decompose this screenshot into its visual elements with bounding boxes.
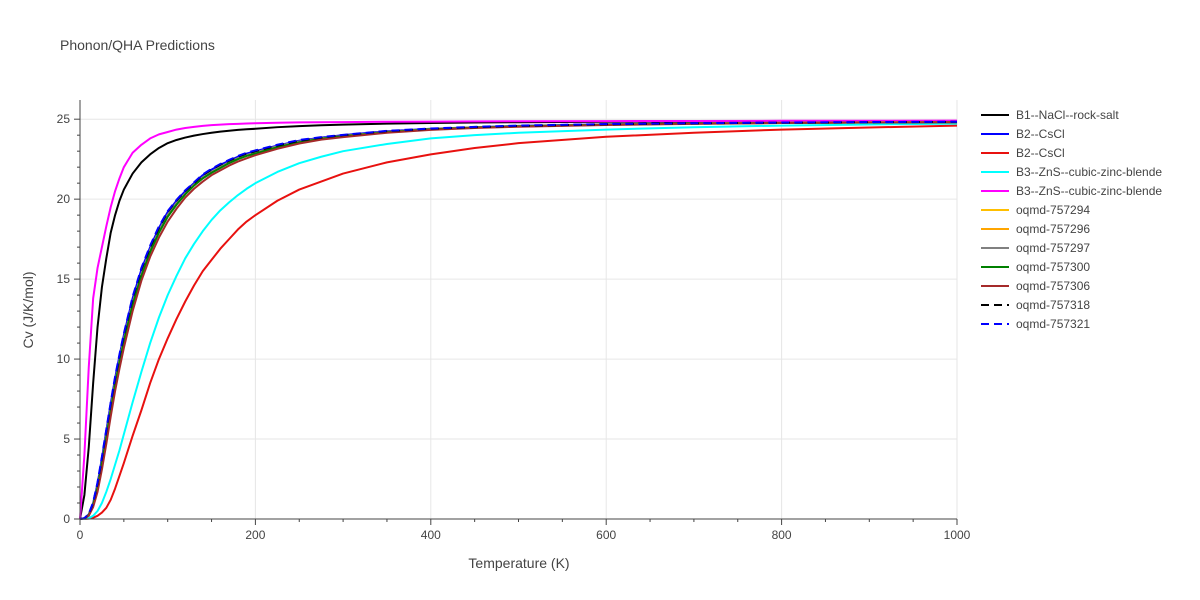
series-line-5	[79, 121, 958, 520]
grid	[80, 100, 958, 519]
legend-label: oqmd-757294	[1016, 203, 1090, 217]
series-line-9	[79, 121, 958, 520]
legend-label: B3--ZnS--cubic-zinc-blende	[1016, 165, 1162, 179]
series-line-7	[79, 121, 958, 520]
y-tick-label: 0	[63, 512, 70, 526]
y-tick-label: 10	[57, 352, 71, 366]
x-tick-label: 400	[421, 528, 441, 542]
y-tick-label: 25	[57, 112, 71, 126]
legend-label: B2--CsCl	[1016, 146, 1065, 160]
plot-area	[79, 119, 958, 520]
legend-label: oqmd-757296	[1016, 222, 1090, 236]
legend-label: B3--ZnS--cubic-zinc-blende	[1016, 184, 1162, 198]
y-tick-label: 5	[63, 432, 70, 446]
y-axis-title: Cv (J/K/mol)	[20, 272, 36, 349]
legend-label: oqmd-757321	[1016, 317, 1090, 331]
x-tick-label: 600	[596, 528, 616, 542]
axes: 0 200 400 600 800 1000 0 5 10 15 20 25	[57, 100, 971, 542]
legend-item[interactable]: oqmd-757300	[981, 260, 1090, 274]
x-tick-label: 200	[245, 528, 265, 542]
series-line-11	[79, 120, 958, 520]
legend-item[interactable]: B2--CsCl	[981, 146, 1065, 160]
legend: B1--NaCl--rock-salt B2--CsCl B2--CsCl B3--Z…	[981, 108, 1162, 331]
series-line-8	[79, 121, 958, 520]
series-line-3	[79, 122, 958, 520]
legend-item[interactable]: B3--ZnS--cubic-zinc-blende	[981, 165, 1162, 179]
legend-label: B2--CsCl	[1016, 127, 1065, 141]
y-tick-label: 20	[57, 192, 71, 206]
series-line-2	[80, 124, 958, 520]
legend-item[interactable]: oqmd-757321	[981, 317, 1090, 331]
legend-label: oqmd-757306	[1016, 279, 1090, 293]
x-tick-label: 1000	[944, 528, 971, 542]
x-tick-label: 800	[772, 528, 792, 542]
legend-item[interactable]: oqmd-757297	[981, 241, 1090, 255]
legend-item[interactable]: B3--ZnS--cubic-zinc-blende	[981, 184, 1162, 198]
legend-item[interactable]: B1--NaCl--rock-salt	[981, 108, 1119, 122]
series-line-10	[79, 120, 958, 520]
legend-item[interactable]: B2--CsCl	[981, 127, 1065, 141]
series-line-4	[79, 119, 958, 520]
legend-item[interactable]: oqmd-757294	[981, 203, 1090, 217]
legend-item[interactable]: oqmd-757306	[981, 279, 1090, 293]
series-line-6	[79, 121, 958, 520]
legend-label: oqmd-757300	[1016, 260, 1090, 274]
y-tick-label: 15	[57, 272, 71, 286]
legend-item[interactable]: oqmd-757318	[981, 298, 1090, 312]
series-line-1	[79, 120, 958, 520]
legend-label: oqmd-757297	[1016, 241, 1090, 255]
chart-title: Phonon/QHA Predictions	[60, 37, 215, 53]
legend-label: oqmd-757318	[1016, 298, 1090, 312]
x-axis-title: Temperature (K)	[468, 555, 569, 571]
x-tick-label: 0	[77, 528, 84, 542]
series-line-0	[79, 119, 958, 520]
legend-label: B1--NaCl--rock-salt	[1016, 108, 1119, 122]
legend-item[interactable]: oqmd-757296	[981, 222, 1090, 236]
